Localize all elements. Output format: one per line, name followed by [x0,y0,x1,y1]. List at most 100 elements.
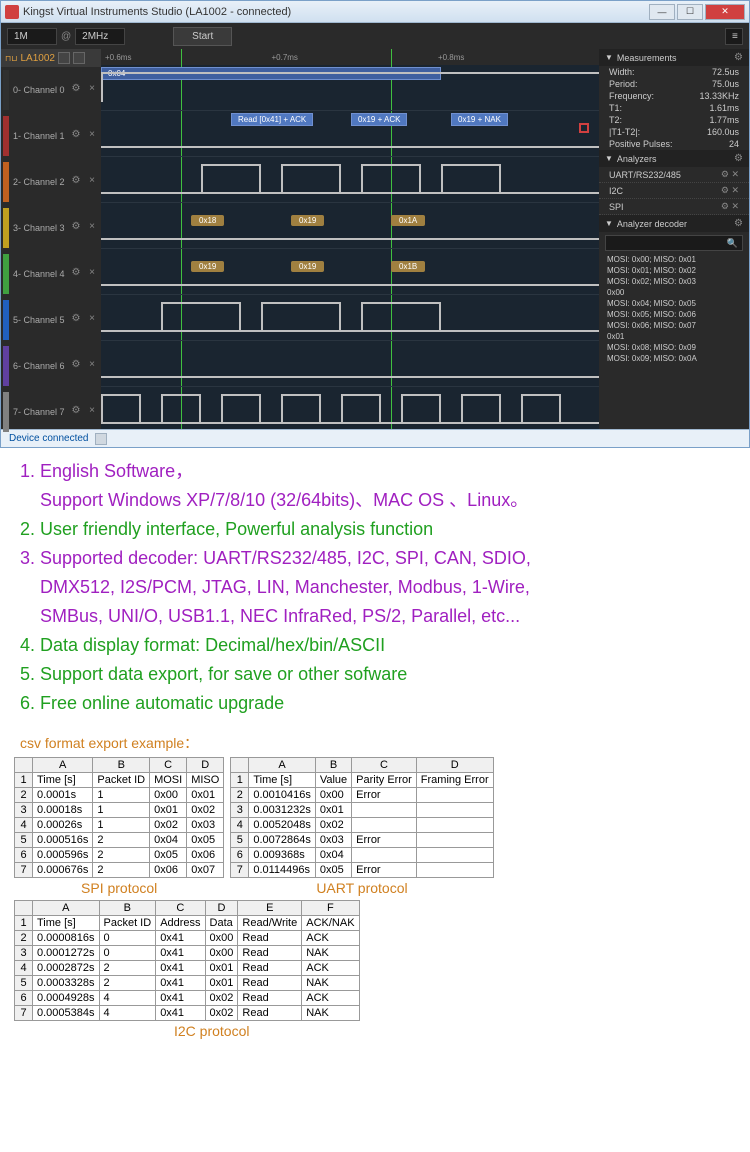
app-window: Kingst Virtual Instruments Studio (LA100… [0,0,750,448]
channel-label: 0- Channel 0 [11,85,67,95]
decoder-header[interactable]: ▼Analyzer decoder ⚙ [599,215,749,232]
gear-icon[interactable]: ⚙ [69,83,83,97]
packet-nak: 0x19 + NAK [451,113,508,126]
analyzers-header[interactable]: ▼Analyzers ⚙ [599,150,749,167]
gear-icon[interactable]: ⚙ [69,267,83,281]
status-text: Device connected [9,433,89,444]
rate-select[interactable]: 2MHz [75,28,125,45]
start-button[interactable]: Start [173,27,232,46]
wave-row-6 [101,341,599,387]
channel-row[interactable]: 0- Channel 0⚙× [1,67,101,113]
menu-button[interactable]: ≡ [725,28,743,45]
channel-row[interactable]: 6- Channel 6⚙× [1,343,101,389]
gear-icon[interactable]: ⚙ [69,405,83,419]
close-icon[interactable]: × [85,267,99,281]
status-btn[interactable] [95,433,107,445]
gear-icon[interactable]: ⚙ [69,221,83,235]
gear-icon[interactable]: ⚙ ✕ [721,169,739,180]
close-button[interactable]: ✕ [705,4,745,20]
decoder-line: MOSI: 0x04; MISO: 0x05 [599,298,749,309]
wave-row-0: 0x04 [101,65,599,111]
toolbar: 1M @ 2MHz Start ≡ [1,23,749,49]
close-icon[interactable]: × [85,359,99,373]
gear-icon[interactable]: ⚙ [69,129,83,143]
feature-item: 2. User friendly interface, Powerful ana… [20,516,730,543]
uart-label: UART protocol [230,878,493,898]
gear-icon[interactable]: ⚙ [734,52,743,63]
tables-row: ABCD1Time [s]Packet IDMOSIMISO20.0001s10… [0,757,750,898]
minimize-button[interactable]: — [649,4,675,20]
close-icon[interactable]: × [85,405,99,419]
gear-icon[interactable]: ⚙ [69,175,83,189]
hex-tag: 0x19 [191,261,224,272]
channel-label: 1- Channel 1 [11,131,67,141]
close-icon[interactable]: × [85,83,99,97]
gear-icon[interactable]: ⚙ [734,153,743,164]
decoder-line: MOSI: 0x05; MISO: 0x06 [599,309,749,320]
analyzer-item[interactable]: I2C⚙ ✕ [599,183,749,199]
decoder-line: MOSI: 0x02; MISO: 0x03 [599,276,749,287]
wave-row-7 [101,387,599,429]
gear-icon[interactable]: ⚙ ✕ [721,201,739,212]
packet-read: Read [0x41] + ACK [231,113,313,126]
channel-label: 3- Channel 3 [11,223,67,233]
measurements-title: Measurements [617,53,677,63]
measurement-row: Positive Pulses:24 [599,138,749,150]
gear-icon[interactable]: ⚙ [734,218,743,229]
maximize-button[interactable]: ☐ [677,4,703,20]
measurement-row: Period:75.0us [599,78,749,90]
device-btn1[interactable] [58,52,70,64]
spi-table: ABCD1Time [s]Packet IDMOSIMISO20.0001s10… [14,757,224,878]
channel-label: 6- Channel 6 [11,361,67,371]
feature-item: DMX512, I2S/PCM, JTAG, LIN, Manchester, … [20,574,730,601]
ruler-t1: +0.6ms [105,53,131,62]
gear-icon[interactable]: ⚙ [69,359,83,373]
measurement-row: T1:1.61ms [599,102,749,114]
channel-color [3,254,9,294]
channel-label: 2- Channel 2 [11,177,67,187]
measurement-row: |T1-T2|:160.0us [599,126,749,138]
hex-tag: 0x1B [391,261,425,272]
close-icon[interactable]: × [85,313,99,327]
decoder-line: MOSI: 0x06; MISO: 0x07 [599,320,749,331]
channel-color [3,162,9,202]
channel-row[interactable]: 4- Channel 4⚙× [1,251,101,297]
feature-item: 1. English Software， [20,458,730,485]
wave-row-4: 0x19 0x19 0x1B [101,249,599,295]
wave-row-1: Read [0x41] + ACK 0x19 + ACK 0x19 + NAK [101,111,599,157]
gear-icon[interactable]: ⚙ [69,313,83,327]
waveform-area[interactable]: +0.6ms +0.7ms +0.8ms 0x04 Read [0x41] + … [101,49,599,429]
feature-item: 3. Supported decoder: UART/RS232/485, I2… [20,545,730,572]
decoder-title: Analyzer decoder [617,219,687,229]
close-icon[interactable]: × [85,129,99,143]
trigger-marker[interactable] [579,123,589,133]
measurement-row: Width:72.5us [599,66,749,78]
device-name: LA1002 [20,53,54,64]
channel-color [3,346,9,386]
analyzer-item[interactable]: UART/RS232/485⚙ ✕ [599,167,749,183]
statusbar: Device connected [1,429,749,447]
decoder-search[interactable]: 🔍 [605,235,743,251]
channel-color [3,300,9,340]
channel-row[interactable]: 5- Channel 5⚙× [1,297,101,343]
samples-select[interactable]: 1M [7,28,57,45]
channel-row[interactable]: 2- Channel 2⚙× [1,159,101,205]
ruler-t3: +0.8ms [438,53,464,62]
feature-item: SMBus, UNI/O, USB1.1, NEC InfraRed, PS/2… [20,603,730,630]
channel-label: 7- Channel 7 [11,407,67,417]
channel-row[interactable]: 1- Channel 1⚙× [1,113,101,159]
channel-row[interactable]: 3- Channel 3⚙× [1,205,101,251]
decoder-line: MOSI: 0x00; MISO: 0x01 [599,254,749,265]
gear-icon[interactable]: ⚙ ✕ [721,185,739,196]
measurements-header[interactable]: ▼Measurements ⚙ [599,49,749,66]
close-icon[interactable]: × [85,175,99,189]
channel-row[interactable]: 7- Channel 7⚙× [1,389,101,435]
decoder-line: MOSI: 0x08; MISO: 0x09 [599,342,749,353]
device-btn2[interactable] [73,52,85,64]
channel-list: ⊓⊔ LA1002 0- Channel 0⚙×1- Channel 1⚙×2-… [1,49,101,429]
analyzers-title: Analyzers [617,154,657,164]
analyzer-item[interactable]: SPI⚙ ✕ [599,199,749,215]
uart-table: ABCD1Time [s]ValueParity ErrorFraming Er… [230,757,493,878]
close-icon[interactable]: × [85,221,99,235]
ruler-t2: +0.7ms [271,53,297,62]
